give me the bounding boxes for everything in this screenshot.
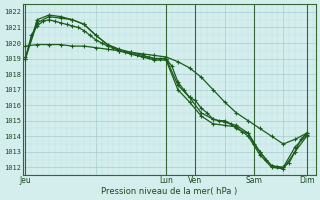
X-axis label: Pression niveau de la mer( hPa ): Pression niveau de la mer( hPa ) xyxy=(101,187,237,196)
